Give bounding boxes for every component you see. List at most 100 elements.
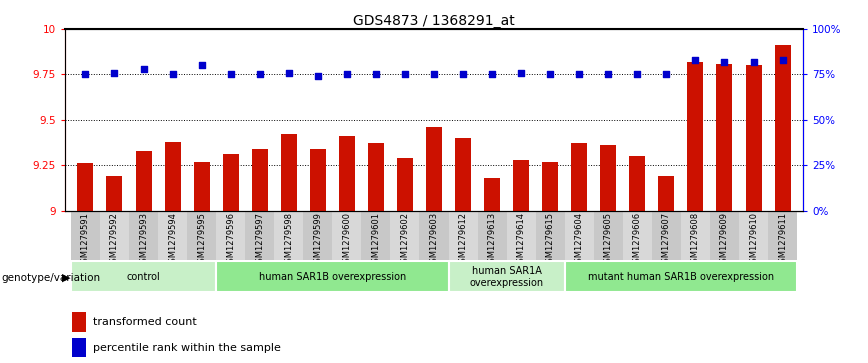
Bar (100, 211, 129, 260)
Text: GSM1279593: GSM1279593 (139, 212, 148, 268)
Text: GSM1279591: GSM1279591 (81, 212, 90, 268)
Bar (419, 211, 449, 260)
Bar (477, 211, 507, 260)
Bar (280, 134, 297, 211)
Point (427, 72, 441, 77)
Text: GSM1279598: GSM1279598 (284, 212, 293, 268)
Bar (158, 211, 187, 260)
Text: human SAR1B overexpression: human SAR1B overexpression (259, 272, 406, 282)
Text: human SAR1A
overexpression: human SAR1A overexpression (470, 266, 543, 287)
Text: GSM1279600: GSM1279600 (342, 212, 352, 268)
Text: GSM1279615: GSM1279615 (546, 212, 555, 268)
Text: GSM1279607: GSM1279607 (662, 212, 671, 268)
Bar (455, 138, 471, 211)
Point (398, 72, 412, 77)
Text: GSM1279610: GSM1279610 (749, 212, 758, 268)
Point (369, 72, 383, 77)
Text: ▶: ▶ (62, 273, 70, 283)
Bar (768, 211, 797, 260)
Bar (368, 143, 384, 211)
Bar (484, 178, 500, 211)
Point (194, 62, 208, 68)
Bar (710, 211, 739, 260)
Bar (71, 261, 216, 292)
Text: transformed count: transformed count (93, 318, 197, 327)
Bar (426, 127, 442, 211)
Bar (77, 163, 94, 211)
Text: GSM1279606: GSM1279606 (633, 212, 641, 268)
Point (456, 72, 470, 77)
Bar (245, 211, 274, 260)
Text: GSM1279592: GSM1279592 (110, 212, 119, 268)
Bar (571, 143, 588, 211)
Bar (216, 261, 449, 292)
Point (108, 70, 122, 76)
Bar (165, 142, 181, 211)
Bar (194, 162, 209, 211)
Text: GSM1279611: GSM1279611 (778, 212, 787, 268)
Bar (187, 211, 216, 260)
Text: GSM1279597: GSM1279597 (255, 212, 264, 268)
Bar (507, 211, 536, 260)
Point (485, 72, 499, 77)
Bar (659, 176, 674, 211)
Bar (339, 136, 355, 211)
Bar (391, 211, 419, 260)
Text: GSM1279612: GSM1279612 (458, 212, 468, 268)
Point (340, 72, 354, 77)
Point (688, 57, 702, 63)
Text: GSM1279605: GSM1279605 (604, 212, 613, 268)
Text: GSM1279599: GSM1279599 (313, 212, 322, 268)
Text: GSM1279602: GSM1279602 (400, 212, 410, 268)
Bar (129, 211, 158, 260)
Point (776, 57, 790, 63)
Bar (594, 211, 623, 260)
Bar (135, 151, 152, 211)
Text: GSM1279596: GSM1279596 (227, 212, 235, 268)
Point (311, 73, 325, 79)
Bar (107, 176, 122, 211)
Text: percentile rank within the sample: percentile rank within the sample (93, 343, 281, 353)
Bar (223, 154, 239, 211)
Bar (71, 211, 100, 260)
Bar (542, 162, 558, 211)
Bar (361, 211, 391, 260)
Text: GSM1279609: GSM1279609 (720, 212, 729, 268)
Point (78, 72, 92, 77)
Text: GSM1279595: GSM1279595 (197, 212, 206, 268)
Bar (397, 158, 413, 211)
Bar (687, 62, 703, 211)
Bar (601, 145, 616, 211)
Bar (623, 211, 652, 260)
Bar (449, 261, 565, 292)
Point (514, 70, 528, 76)
Bar (303, 211, 332, 260)
Point (282, 70, 296, 76)
Point (746, 59, 760, 65)
Point (166, 72, 180, 77)
Bar (716, 64, 733, 211)
Bar (739, 211, 768, 260)
Text: GSM1279608: GSM1279608 (691, 212, 700, 268)
Bar (565, 211, 594, 260)
Bar (652, 211, 681, 260)
Bar (565, 261, 797, 292)
Text: control: control (127, 272, 161, 282)
Title: GDS4873 / 1368291_at: GDS4873 / 1368291_at (353, 14, 515, 28)
Point (572, 72, 586, 77)
Bar (536, 211, 565, 260)
Point (660, 72, 674, 77)
Point (253, 72, 266, 77)
Bar (513, 160, 529, 211)
Text: GSM1279594: GSM1279594 (168, 212, 177, 268)
Point (543, 72, 557, 77)
Bar (332, 211, 361, 260)
Point (718, 59, 732, 65)
Bar (449, 211, 477, 260)
Point (630, 72, 644, 77)
Text: GSM1279601: GSM1279601 (372, 212, 380, 268)
Text: mutant human SAR1B overexpression: mutant human SAR1B overexpression (588, 272, 774, 282)
Text: GSM1279614: GSM1279614 (516, 212, 526, 268)
Bar (72, 338, 86, 357)
Text: GSM1279603: GSM1279603 (430, 212, 438, 268)
